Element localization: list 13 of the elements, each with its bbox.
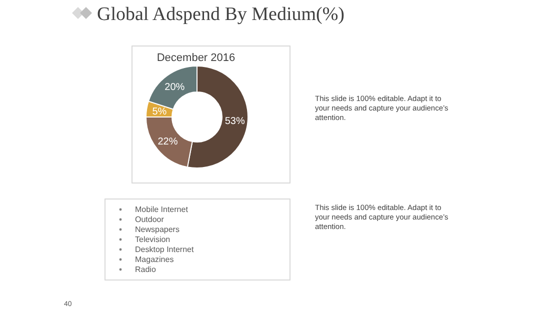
text: Radio — [135, 265, 156, 274]
text: Newspapers — [135, 225, 180, 234]
data-label: 5% — [152, 106, 167, 118]
data-label: 20% — [164, 82, 185, 93]
chart-subtitle: December 2016 — [156, 52, 236, 64]
text: Mobile Internet — [135, 205, 189, 214]
chart-title: Global Adspend By Medium(%) — [97, 4, 345, 25]
text: Television — [135, 235, 170, 244]
text: Outdoor — [135, 215, 164, 224]
text: Magazines — [135, 255, 174, 264]
data-label: 22% — [158, 136, 178, 148]
data-label: 53% — [224, 116, 245, 128]
text: Desktop Internet — [135, 245, 194, 254]
